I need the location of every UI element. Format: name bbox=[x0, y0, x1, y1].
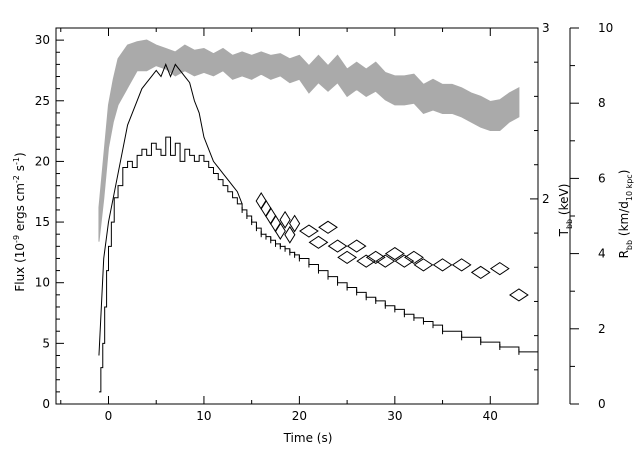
radius-point bbox=[318, 220, 338, 234]
radius-point bbox=[346, 239, 367, 253]
y-right-T-tick-label: 2 bbox=[542, 192, 550, 206]
radius-point bbox=[279, 210, 291, 229]
x-tick-label: 0 bbox=[105, 409, 113, 423]
radius-point bbox=[299, 224, 319, 238]
radius-diamond-layer bbox=[255, 192, 529, 302]
y-right-R-tick-label: 4 bbox=[598, 247, 606, 261]
radius-point bbox=[413, 258, 434, 272]
radius-point bbox=[337, 250, 358, 264]
y-right-R-tick-label: 10 bbox=[598, 21, 613, 35]
radius-point bbox=[432, 258, 453, 272]
radius-point bbox=[489, 262, 510, 276]
y-right-radius-title: Rbb (km/d10 kpc) bbox=[617, 170, 634, 259]
y-left-tick-label: 30 bbox=[35, 33, 50, 47]
radius-point bbox=[451, 258, 472, 272]
x-tick-label: 30 bbox=[387, 409, 402, 423]
y-left-tick-label: 15 bbox=[35, 215, 50, 229]
y-left-tick-label: 20 bbox=[35, 154, 50, 168]
radius-point bbox=[394, 254, 415, 268]
radius-point bbox=[269, 214, 282, 233]
temperature-band-layer bbox=[98, 39, 520, 242]
radius-point bbox=[255, 192, 267, 210]
y-right-R-tick-label: 8 bbox=[598, 96, 606, 110]
y-left-tick-label: 25 bbox=[35, 94, 50, 108]
radius-point bbox=[356, 254, 377, 268]
flux-peak-curve bbox=[98, 63, 243, 356]
radius-point bbox=[384, 246, 405, 261]
radius-point bbox=[308, 235, 329, 249]
y-left-tick-label: 10 bbox=[35, 276, 50, 290]
plot-frame bbox=[55, 27, 539, 405]
radius-point bbox=[509, 288, 529, 302]
radius-point bbox=[260, 199, 272, 218]
x-axis-title: Time (s) bbox=[283, 431, 333, 445]
radius-point bbox=[470, 265, 491, 280]
y-right-R-tick-label: 0 bbox=[598, 397, 606, 411]
x-tick-label: 10 bbox=[196, 409, 211, 423]
y-right-T-tick-label: 3 bbox=[542, 21, 550, 35]
temperature-band bbox=[98, 39, 520, 242]
x-tick-label: 20 bbox=[292, 409, 307, 423]
y-left-tick-label: 0 bbox=[42, 397, 50, 411]
radius-point bbox=[375, 254, 396, 268]
x-tick-label: 40 bbox=[483, 409, 498, 423]
radius-point bbox=[274, 222, 286, 240]
flux-histogram bbox=[98, 136, 539, 393]
flux-line-layer bbox=[98, 63, 539, 393]
radius-point bbox=[365, 250, 386, 264]
y-left-tick-label: 5 bbox=[42, 336, 50, 350]
y-right-temperature-title: Tbb (keV) bbox=[557, 184, 574, 238]
y-right-R-tick-label: 6 bbox=[598, 171, 606, 185]
y-left-axis-title: Flux (10-9 ergs cm-2 s-1) bbox=[12, 152, 27, 291]
radius-point bbox=[404, 250, 424, 264]
radius-point bbox=[265, 207, 277, 225]
radius-point bbox=[327, 239, 348, 253]
radius-point bbox=[284, 225, 296, 244]
y-right-R-tick-label: 2 bbox=[598, 322, 606, 336]
radius-point bbox=[289, 214, 301, 233]
